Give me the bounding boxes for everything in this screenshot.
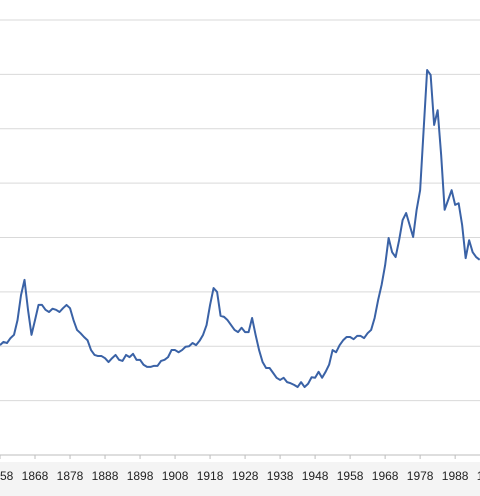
x-tick-label: 1988 (442, 469, 469, 483)
x-tick-label: 1878 (57, 469, 84, 483)
x-tick-label: 1978 (407, 469, 434, 483)
x-tick-label: 1858 (0, 469, 14, 483)
x-tick-label: 1948 (302, 469, 329, 483)
x-tick-label: 1998 (477, 469, 480, 483)
x-tick-label: 1888 (92, 469, 119, 483)
x-tick-label: 1918 (197, 469, 224, 483)
x-tick-label: 1908 (162, 469, 189, 483)
x-tick-label: 1938 (267, 469, 294, 483)
x-tick-label: 1968 (372, 469, 399, 483)
x-tick-label: 1868 (22, 469, 49, 483)
axis-band (0, 462, 480, 496)
line-series (0, 69, 480, 389)
x-tick-label: 1898 (127, 469, 154, 483)
x-tick-label: 1928 (232, 469, 259, 483)
x-tick-label: 1958 (337, 469, 364, 483)
